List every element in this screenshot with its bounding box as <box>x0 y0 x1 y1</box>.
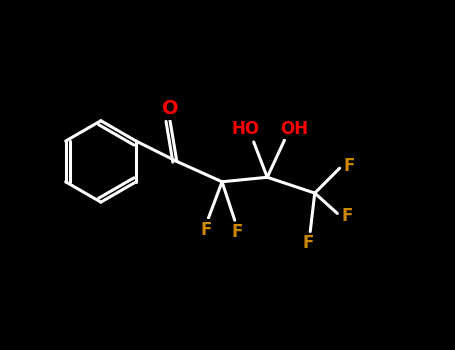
Text: F: F <box>342 207 353 225</box>
Text: F: F <box>201 221 212 239</box>
Text: F: F <box>344 157 355 175</box>
Text: F: F <box>231 223 243 241</box>
Text: OH: OH <box>280 120 308 138</box>
Text: HO: HO <box>232 120 260 138</box>
Text: F: F <box>302 234 313 252</box>
Text: O: O <box>162 99 178 119</box>
